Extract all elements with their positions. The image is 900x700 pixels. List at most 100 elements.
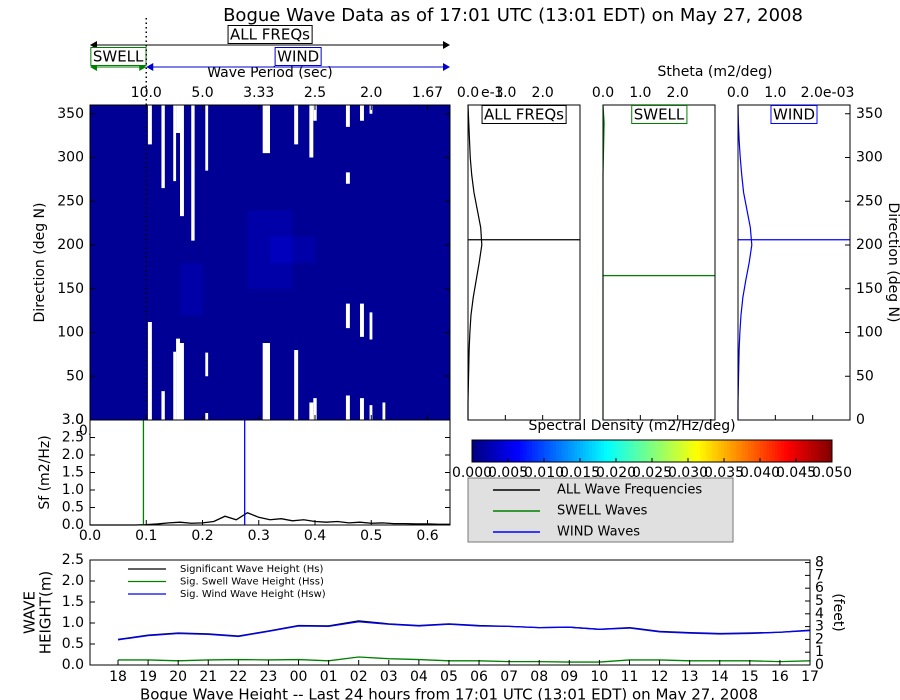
y-tick-label: 300 — [57, 150, 84, 166]
colorbar-step — [694, 440, 698, 462]
x-tick-label: 22 — [229, 669, 247, 685]
y-tick-label: 200 — [856, 237, 883, 253]
colorbar-step — [604, 440, 608, 462]
colorbar-step — [661, 440, 665, 462]
y-tick-label: 150 — [57, 281, 84, 297]
heatmap-cell — [270, 341, 293, 368]
heatmap-cell — [337, 236, 361, 263]
heatmap-cell — [202, 262, 226, 290]
colorbar-tick-label: 0.035 — [704, 465, 744, 481]
x-tick-label: 09 — [560, 669, 578, 685]
heatmap-cell — [157, 157, 181, 185]
missing-data — [173, 351, 177, 420]
y-tick-label: 50 — [66, 368, 84, 384]
colorbar-step — [484, 440, 488, 462]
colorbar-step — [760, 440, 764, 462]
heatmap-cell — [180, 288, 203, 316]
heatmap-cell — [180, 236, 203, 263]
y-tick-label: 2.5 — [62, 430, 84, 446]
legend-label: Sig. Swell Wave Height (Hss) — [180, 577, 324, 588]
colorbar-step — [673, 440, 677, 462]
heatmap-cell — [247, 236, 271, 263]
heatmap-cell — [112, 131, 136, 158]
heatmap-cell — [157, 131, 181, 158]
heatmap-cell — [157, 183, 181, 211]
colorbar-step — [511, 440, 515, 462]
heatmap-cell — [247, 183, 271, 211]
missing-data — [345, 105, 350, 127]
colorbar-step — [730, 440, 734, 462]
y-axis-label: WAVE — [21, 591, 39, 634]
heatmap-cell — [427, 262, 451, 290]
colorbar-tick-label: 0.030 — [668, 465, 708, 481]
missing-data — [180, 343, 184, 420]
x-axis-label: Bogue Wave Height -- Last 24 hours from … — [140, 686, 758, 700]
x-tick-label: 0.0 — [457, 85, 479, 101]
missing-data — [180, 105, 184, 217]
colorbar-step — [601, 440, 605, 462]
heatmap-cell — [90, 210, 113, 237]
heatmap-cell — [315, 236, 338, 263]
heatmap-cell — [405, 288, 428, 316]
heatmap-cell — [202, 157, 226, 185]
x-tick-label: 08 — [530, 669, 548, 685]
colorbar-step — [805, 440, 809, 462]
heatmap-cell — [112, 367, 136, 395]
missing-data — [369, 312, 373, 340]
x-tick-label: 2.0 — [667, 85, 689, 101]
heatmap-cell — [90, 288, 113, 316]
heatmap-cell — [225, 105, 248, 132]
y-tick-label: 0.0 — [62, 517, 84, 533]
heatmap-cell — [405, 131, 428, 158]
heatmap-cell — [382, 236, 406, 263]
colorbar-step — [727, 440, 731, 462]
missing-data — [161, 105, 165, 189]
heatmap-cell — [427, 210, 451, 237]
colorbar-step — [628, 440, 632, 462]
heatmap-cell — [202, 288, 226, 316]
colorbar-step — [658, 440, 662, 462]
heatmap-cell — [157, 315, 181, 342]
colorbar-step — [781, 440, 785, 462]
colorbar-step — [574, 440, 578, 462]
y2-tick-label: 2 — [815, 631, 824, 647]
arrow-head — [146, 63, 154, 71]
colorbar-step — [817, 440, 821, 462]
heatmap-cell — [315, 105, 338, 132]
legend-label: Significant Wave Height (Hs) — [180, 564, 323, 575]
colorbar-step — [637, 440, 641, 462]
heatmap-cell — [427, 236, 451, 263]
colorbar-step — [517, 440, 521, 462]
legend-label: ALL Wave Frequencies — [557, 483, 702, 498]
y2-tick-label: 5 — [815, 593, 824, 609]
x-tick-label: 10 — [590, 669, 608, 685]
heatmap-cell — [427, 393, 451, 421]
x-axis-label: Stheta (m2/deg) — [658, 64, 773, 80]
x-tick-label: 06 — [470, 669, 488, 685]
colorbar-step — [700, 440, 704, 462]
x-tick-label: 00 — [290, 669, 308, 685]
heatmap-cell — [360, 367, 383, 395]
heatmap-cell — [202, 315, 226, 342]
heatmap-cell — [382, 262, 406, 290]
missing-data — [360, 105, 364, 121]
heatmap-cell — [135, 183, 158, 211]
heatmap-cell — [112, 393, 136, 421]
heatmap-cell — [202, 105, 226, 132]
y-tick-label: 2.0 — [62, 447, 84, 463]
colorbar-step — [493, 440, 497, 462]
heatmap-cell — [315, 341, 338, 368]
colorbar-step — [691, 440, 695, 462]
heatmap-cell — [292, 315, 316, 342]
heatmap-cell — [270, 210, 293, 237]
colorbar-step — [754, 440, 758, 462]
x-tick-label: 18 — [109, 669, 127, 685]
colorbar-tick-label: 0.000 — [452, 465, 492, 481]
heatmap-cell — [225, 183, 248, 211]
colorbar-step — [715, 440, 719, 462]
missing-data — [294, 350, 299, 420]
colorbar-step — [562, 440, 566, 462]
panel-title: SWELL — [634, 106, 685, 124]
colorbar-step — [538, 440, 542, 462]
colorbar-step — [736, 440, 740, 462]
